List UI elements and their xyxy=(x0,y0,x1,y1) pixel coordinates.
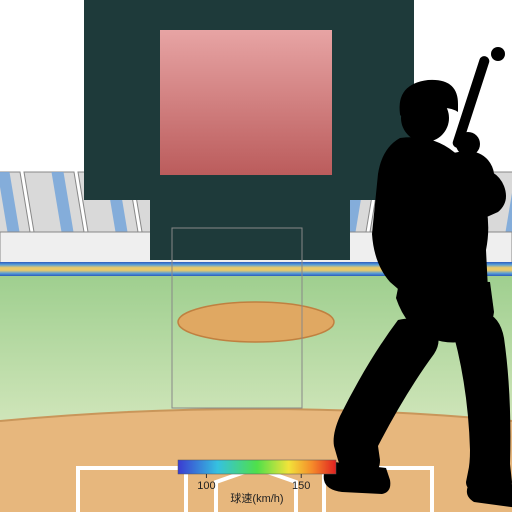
legend-label: 球速(km/h) xyxy=(230,491,283,505)
scoreboard-base xyxy=(150,200,350,260)
speed-legend-bar xyxy=(178,460,336,474)
pitchers-mound xyxy=(178,302,334,342)
baseball-pitch-diagram: 100 150 球速(km/h) xyxy=(0,0,512,512)
legend-tick: 100 xyxy=(197,480,215,492)
legend-tick: 150 xyxy=(292,480,310,492)
diagram-svg: 100 150 球速(km/h) xyxy=(0,0,512,512)
scoreboard-screen xyxy=(160,30,332,175)
